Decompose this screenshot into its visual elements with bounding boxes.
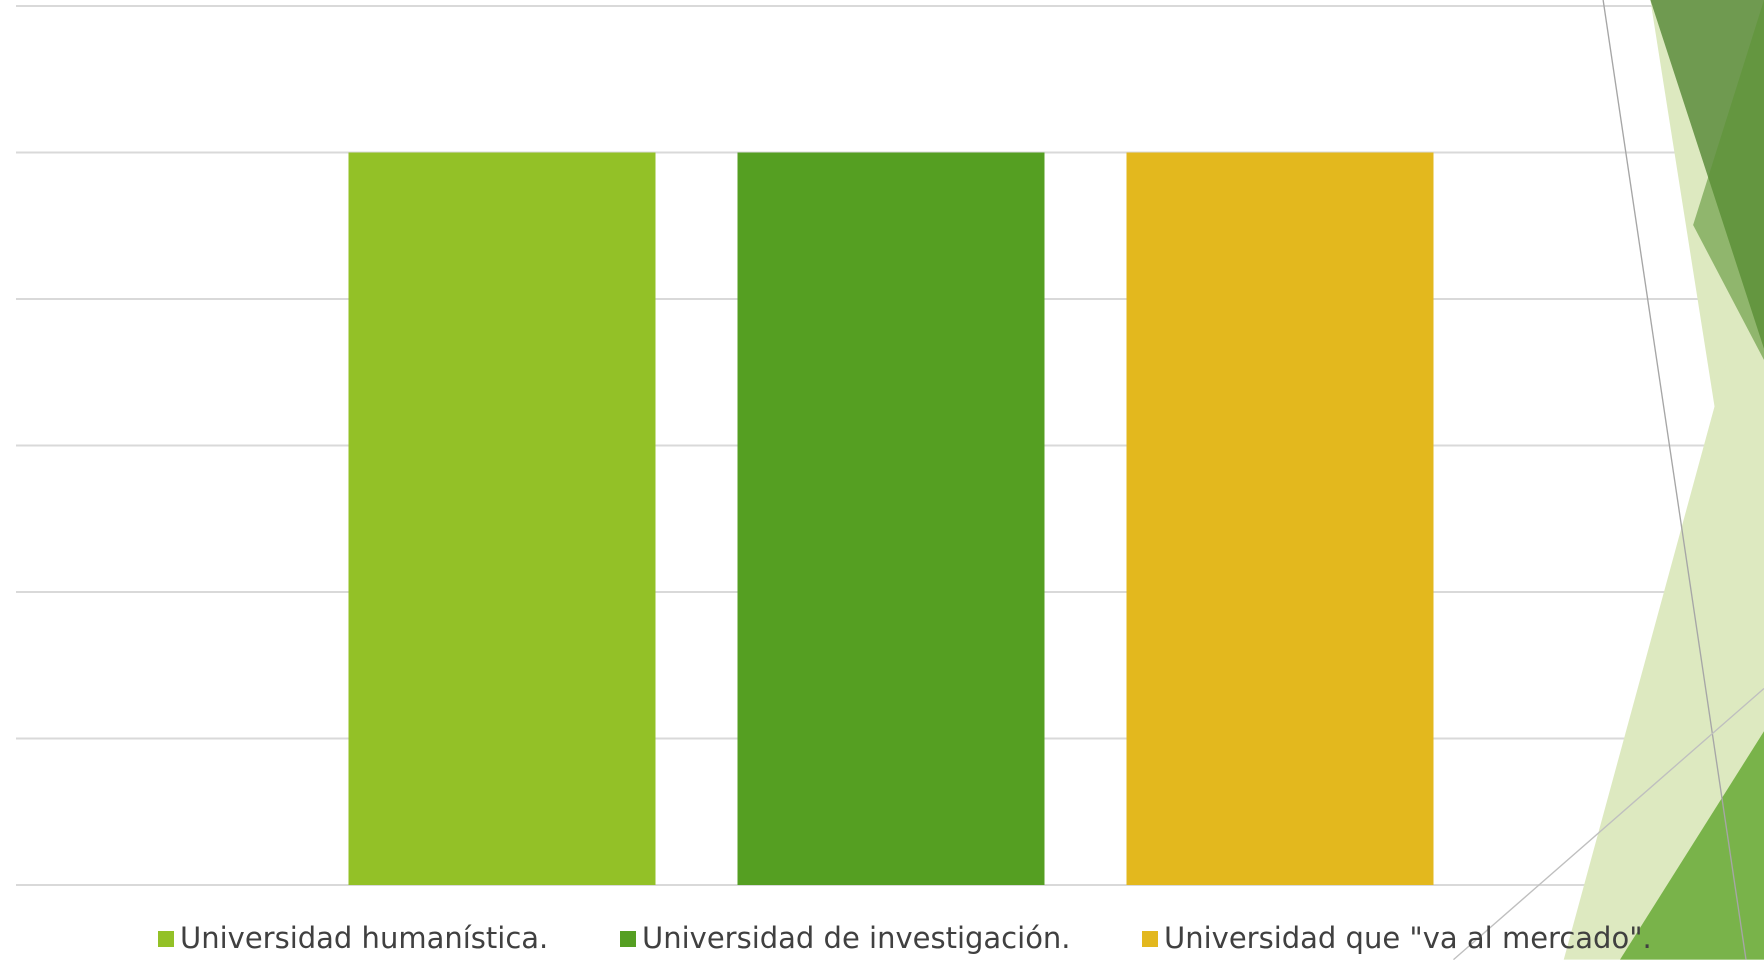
legend-swatch xyxy=(620,931,636,947)
bar xyxy=(348,152,656,885)
legend-label: Universidad de investigación. xyxy=(642,921,1071,955)
decor-line xyxy=(1453,687,1764,960)
legend-swatch xyxy=(1142,931,1158,947)
legend: Universidad humanística. Universidad de i… xyxy=(158,921,1652,955)
plot-area xyxy=(16,5,1764,886)
bar xyxy=(1126,152,1434,885)
legend-label: Universidad que "va al mercado". xyxy=(1164,921,1652,955)
decor-shape xyxy=(1620,731,1764,960)
legend-label: Universidad humanística. xyxy=(180,921,548,955)
decor-shape xyxy=(1563,225,1764,960)
decoration xyxy=(1453,0,1764,960)
decor-line xyxy=(1602,0,1747,960)
decor-shape xyxy=(1693,0,1764,360)
legend-swatch xyxy=(158,931,174,947)
bar xyxy=(737,152,1045,885)
